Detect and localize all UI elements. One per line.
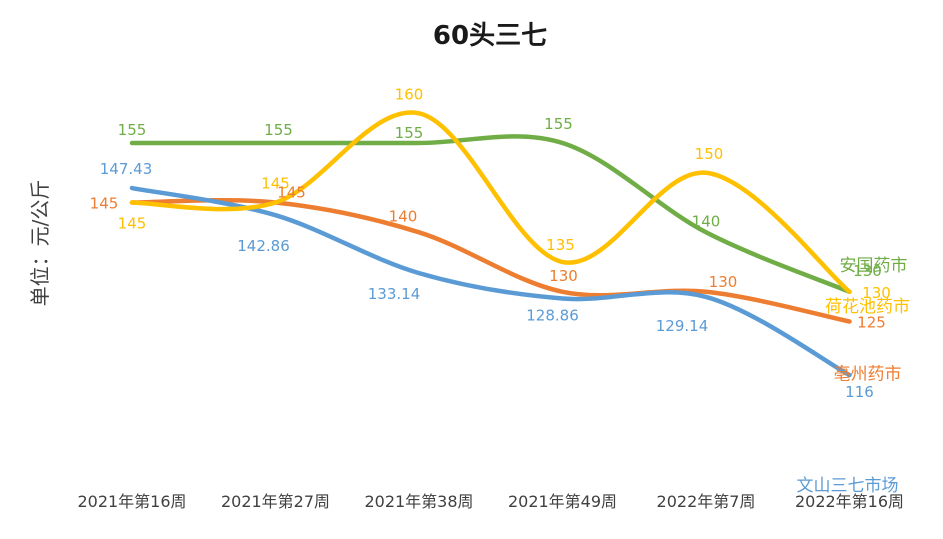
data-label: 140 <box>692 212 721 230</box>
data-label: 130 <box>549 267 578 285</box>
series-name-label: 亳州药市 <box>834 365 902 385</box>
series-name-label: 安国药市 <box>840 256 908 276</box>
data-label: 130 <box>709 273 738 291</box>
x-tick-label: 2022年第7周 <box>657 492 756 511</box>
chart-title: 60头三七 <box>433 21 547 51</box>
data-label: 135 <box>546 236 575 254</box>
data-label: 155 <box>118 121 147 139</box>
data-label: 145 <box>261 175 290 193</box>
data-label: 133.14 <box>368 285 421 303</box>
y-axis-label: 单位：元/公斤 <box>28 180 52 307</box>
x-tick-label: 2021年第49周 <box>508 492 617 511</box>
data-label: 147.43 <box>100 160 153 178</box>
series-name-label: 荷花池药市 <box>825 297 910 317</box>
data-label: 145 <box>277 184 306 202</box>
data-label: 155 <box>544 115 573 133</box>
data-label: 116 <box>845 383 874 401</box>
data-label: 140 <box>389 207 418 225</box>
data-label: 129.14 <box>656 317 709 335</box>
data-label: 130 <box>862 284 891 302</box>
series-line <box>129 134 852 295</box>
series-line <box>129 198 852 324</box>
data-label: 145 <box>118 215 147 233</box>
data-label: 130 <box>853 262 882 280</box>
series-line <box>129 110 852 295</box>
data-label: 125 <box>857 314 886 332</box>
data-label: 128.86 <box>526 307 579 325</box>
x-tick-label: 2022年第16周 <box>795 492 904 511</box>
data-label: 155 <box>264 121 293 139</box>
data-label: 145 <box>90 195 119 213</box>
x-tick-label: 2021年第16周 <box>77 492 186 511</box>
series-name-label: 文山三七市场 <box>797 476 899 496</box>
data-label: 155 <box>395 124 424 142</box>
x-tick-label: 2021年第27周 <box>221 492 330 511</box>
x-tick-label: 2021年第38周 <box>364 492 473 511</box>
data-label: 160 <box>395 85 424 103</box>
data-label: 150 <box>695 145 724 163</box>
series-line <box>129 185 852 378</box>
data-label: 142.86 <box>237 237 290 255</box>
